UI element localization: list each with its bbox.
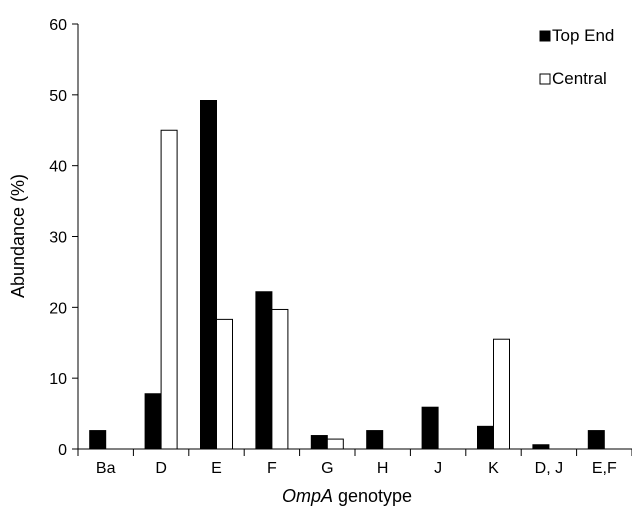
y-tick-label: 50	[49, 88, 67, 105]
y-axis-title: Abundance (%)	[8, 174, 28, 298]
x-axis-title: OmpA genotype	[282, 486, 412, 506]
bar-top-end	[255, 291, 273, 450]
legend-swatch-top-end	[539, 30, 551, 42]
bar-top-end	[477, 425, 494, 450]
legend-label-top-end: Top End	[552, 26, 614, 45]
y-tick-label: 10	[49, 371, 67, 388]
bar-top-end	[421, 406, 439, 450]
y-tick-label: 60	[49, 17, 67, 34]
x-tick-label: D	[155, 460, 167, 477]
x-axis-title-italic: OmpA	[282, 486, 333, 506]
bar-central	[216, 318, 233, 450]
x-tick-label: F	[267, 460, 277, 477]
bar-top-end	[587, 430, 605, 450]
x-tick-label: E,F	[592, 460, 617, 477]
x-axis-title-rest: genotype	[333, 486, 412, 506]
bar-central	[160, 129, 178, 450]
bar-top-end	[366, 430, 384, 450]
legend-label-central: Central	[552, 69, 607, 88]
bar-top-end	[532, 444, 550, 450]
x-tick-label: Ba	[96, 460, 116, 477]
y-tick-label: 30	[49, 230, 67, 247]
bars	[89, 100, 605, 450]
axes	[72, 23, 632, 456]
bar-top-end	[200, 100, 217, 450]
legend-swatch-central	[539, 73, 551, 85]
bar-top-end	[144, 393, 162, 450]
x-tick-label: D, J	[535, 460, 563, 477]
bar-top-end	[310, 435, 328, 450]
bar-top-end	[89, 430, 107, 450]
y-tick-label: 40	[49, 159, 67, 176]
y-tick-label: 0	[58, 442, 67, 459]
bar-central	[493, 338, 510, 450]
bar-central	[271, 308, 289, 450]
bar-central	[326, 438, 344, 450]
x-tick-label: E	[211, 460, 222, 477]
x-tick-label: J	[434, 460, 442, 477]
x-tick-label: K	[488, 460, 499, 477]
tick-labels: 0 10 20 30 40 50 60 Ba D E F G H J K D, J E,F	[49, 17, 617, 477]
legend: Top End Central	[539, 26, 614, 88]
x-tick-label: G	[321, 460, 333, 477]
x-tick-label: H	[377, 460, 389, 477]
y-tick-label: 20	[49, 300, 67, 317]
